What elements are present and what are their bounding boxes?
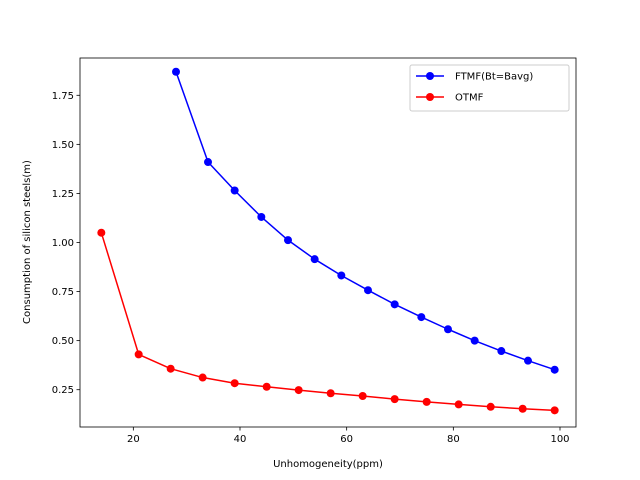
plot-area	[80, 58, 576, 427]
x-tick-label: 40	[234, 434, 247, 445]
legend: FTMF(Bt=Bavg) OTMF	[409, 64, 570, 112]
data-point	[262, 382, 271, 391]
x-axis-label: Unhomogeneity(ppm)	[273, 459, 383, 470]
data-point	[486, 402, 495, 411]
legend-label: FTMF(Bt=Bavg)	[455, 72, 533, 83]
data-point	[337, 271, 346, 280]
y-tick-label: 1.75	[52, 91, 74, 102]
data-point	[422, 397, 431, 406]
y-axis-label: Consumption of silicon steels(m)	[22, 160, 33, 324]
legend-item-0: FTMF(Bt=Bavg)	[416, 72, 533, 83]
series-layer	[97, 67, 559, 415]
data-point	[497, 347, 506, 356]
data-point	[230, 379, 239, 388]
data-point	[524, 356, 532, 365]
data-point	[470, 336, 479, 345]
data-point	[454, 400, 463, 409]
data-point	[294, 386, 303, 395]
data-point	[97, 228, 106, 237]
data-point	[417, 313, 426, 322]
data-point	[444, 325, 452, 334]
data-point	[284, 236, 292, 245]
data-point	[166, 364, 175, 373]
data-point	[390, 300, 399, 309]
data-point	[550, 406, 559, 415]
data-point	[358, 391, 367, 400]
legend-box	[409, 64, 570, 112]
data-point	[172, 67, 180, 76]
data-point	[230, 186, 239, 195]
data-point	[550, 365, 559, 374]
axes-layer: 20 40 60 80 100 0.25 0.50 0.75 1.00 1.25 1.50 1.75	[52, 57, 577, 445]
x-tick-label: 20	[127, 434, 140, 445]
series-1	[97, 228, 559, 415]
y-tick-label: 0.50	[52, 336, 74, 347]
series-0	[172, 67, 559, 374]
data-point	[204, 158, 212, 167]
data-point	[198, 373, 207, 382]
y-tick-label: 1.50	[52, 140, 74, 151]
data-point	[364, 286, 372, 295]
y-tick-label: 1.00	[52, 238, 74, 249]
data-point	[390, 395, 399, 404]
y-tick-label: 1.25	[52, 189, 74, 200]
data-point	[310, 255, 319, 264]
y-tick-label: 0.25	[52, 385, 74, 396]
legend-item-1: OTMF	[416, 93, 484, 104]
legend-label: OTMF	[455, 93, 484, 104]
data-point	[326, 389, 335, 398]
data-point	[257, 212, 266, 221]
y-tick-label: 0.75	[52, 287, 74, 298]
data-point	[518, 404, 527, 413]
legend-marker	[426, 93, 434, 101]
x-tick-label: 80	[447, 434, 460, 445]
data-point	[134, 350, 143, 359]
legend-marker	[426, 72, 434, 80]
x-tick-label: 100	[550, 434, 569, 445]
x-tick-label: 60	[340, 434, 353, 445]
